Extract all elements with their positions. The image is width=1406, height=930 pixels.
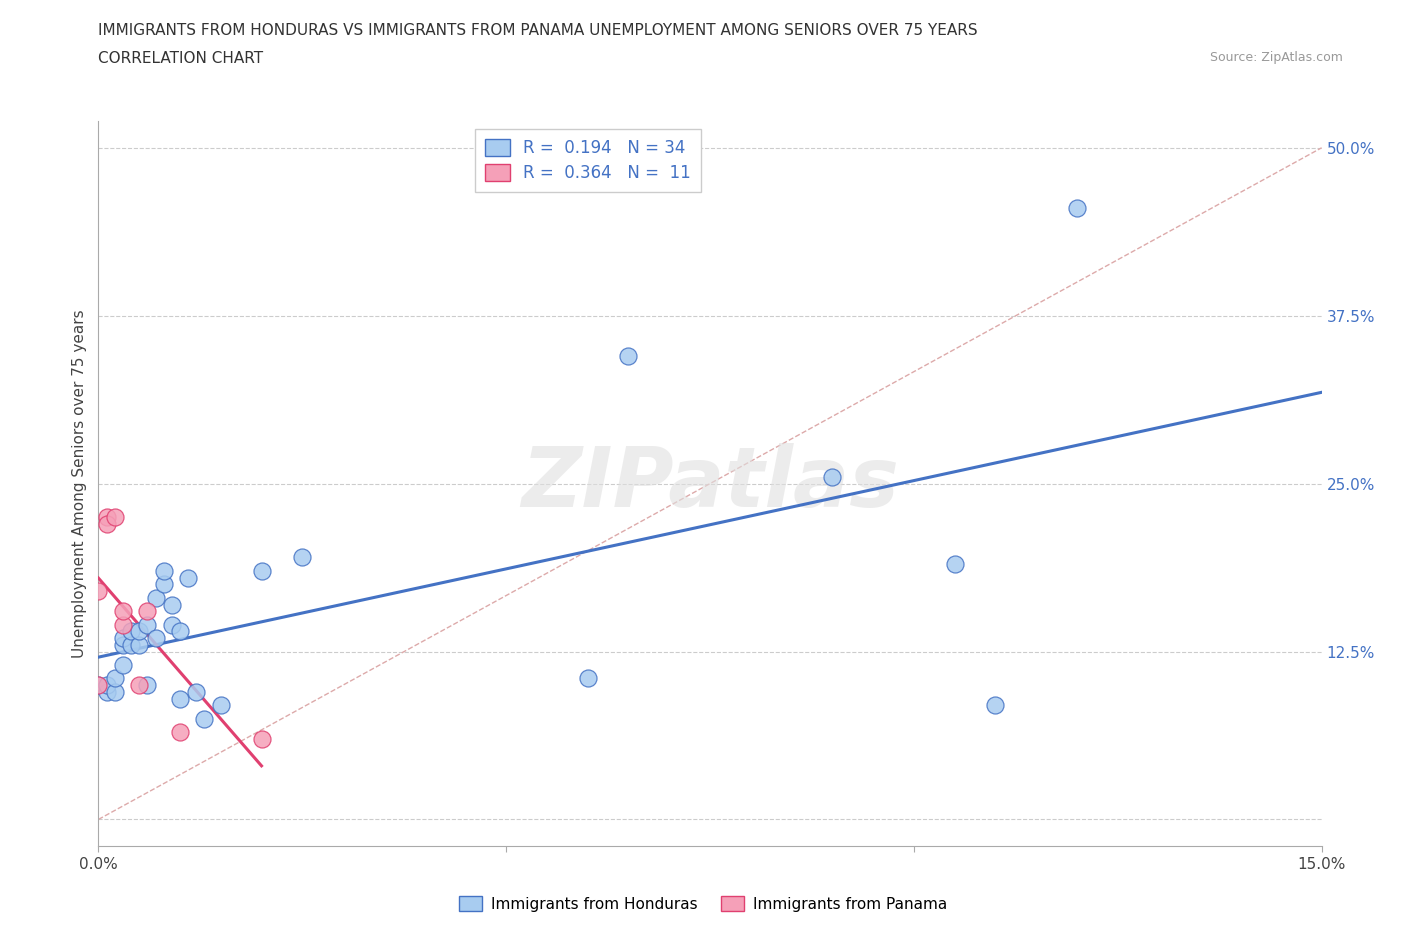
Point [152, 564, 174, 578]
Point [617, 349, 640, 364]
Point [120, 624, 142, 639]
Point [128, 637, 150, 652]
Point [96, 510, 118, 525]
Point [128, 624, 150, 639]
Point [169, 624, 191, 639]
Point [209, 698, 232, 712]
Point [160, 618, 183, 632]
Point [104, 684, 127, 699]
Point [821, 470, 844, 485]
Text: CORRELATION CHART: CORRELATION CHART [98, 51, 263, 66]
Point [160, 597, 183, 612]
Point [291, 550, 314, 565]
Y-axis label: Unemployment Among Seniors over 75 years: Unemployment Among Seniors over 75 years [72, 310, 87, 658]
Point [104, 510, 127, 525]
Point [576, 671, 599, 685]
Point [136, 618, 159, 632]
Point [87, 584, 110, 599]
Point [136, 604, 159, 618]
Text: Source: ZipAtlas.com: Source: ZipAtlas.com [1209, 51, 1343, 64]
Text: IMMIGRANTS FROM HONDURAS VS IMMIGRANTS FROM PANAMA UNEMPLOYMENT AMONG SENIORS OV: IMMIGRANTS FROM HONDURAS VS IMMIGRANTS F… [98, 23, 979, 38]
Point [96, 516, 118, 531]
Point [169, 691, 191, 706]
Point [250, 731, 273, 746]
Point [145, 591, 167, 605]
Point [169, 724, 191, 739]
Point [1066, 201, 1088, 216]
Point [111, 604, 134, 618]
Point [96, 684, 118, 699]
Point [152, 577, 174, 591]
Point [250, 564, 273, 578]
Point [96, 678, 118, 693]
Point [87, 678, 110, 693]
Text: ZIPatlas: ZIPatlas [522, 443, 898, 525]
Legend: Immigrants from Honduras, Immigrants from Panama: Immigrants from Honduras, Immigrants fro… [453, 889, 953, 918]
Point [193, 711, 215, 726]
Point [984, 698, 1007, 712]
Point [87, 678, 110, 693]
Point [111, 637, 134, 652]
Point [943, 557, 966, 572]
Point [177, 570, 200, 585]
Point [111, 618, 134, 632]
Point [111, 631, 134, 645]
Point [136, 678, 159, 693]
Point [145, 631, 167, 645]
Point [111, 658, 134, 672]
Point [120, 637, 142, 652]
Point [104, 671, 127, 685]
Point [128, 678, 150, 693]
Point [186, 684, 208, 699]
Legend: R =  0.194   N = 34, R =  0.364   N =  11: R = 0.194 N = 34, R = 0.364 N = 11 [475, 129, 700, 193]
